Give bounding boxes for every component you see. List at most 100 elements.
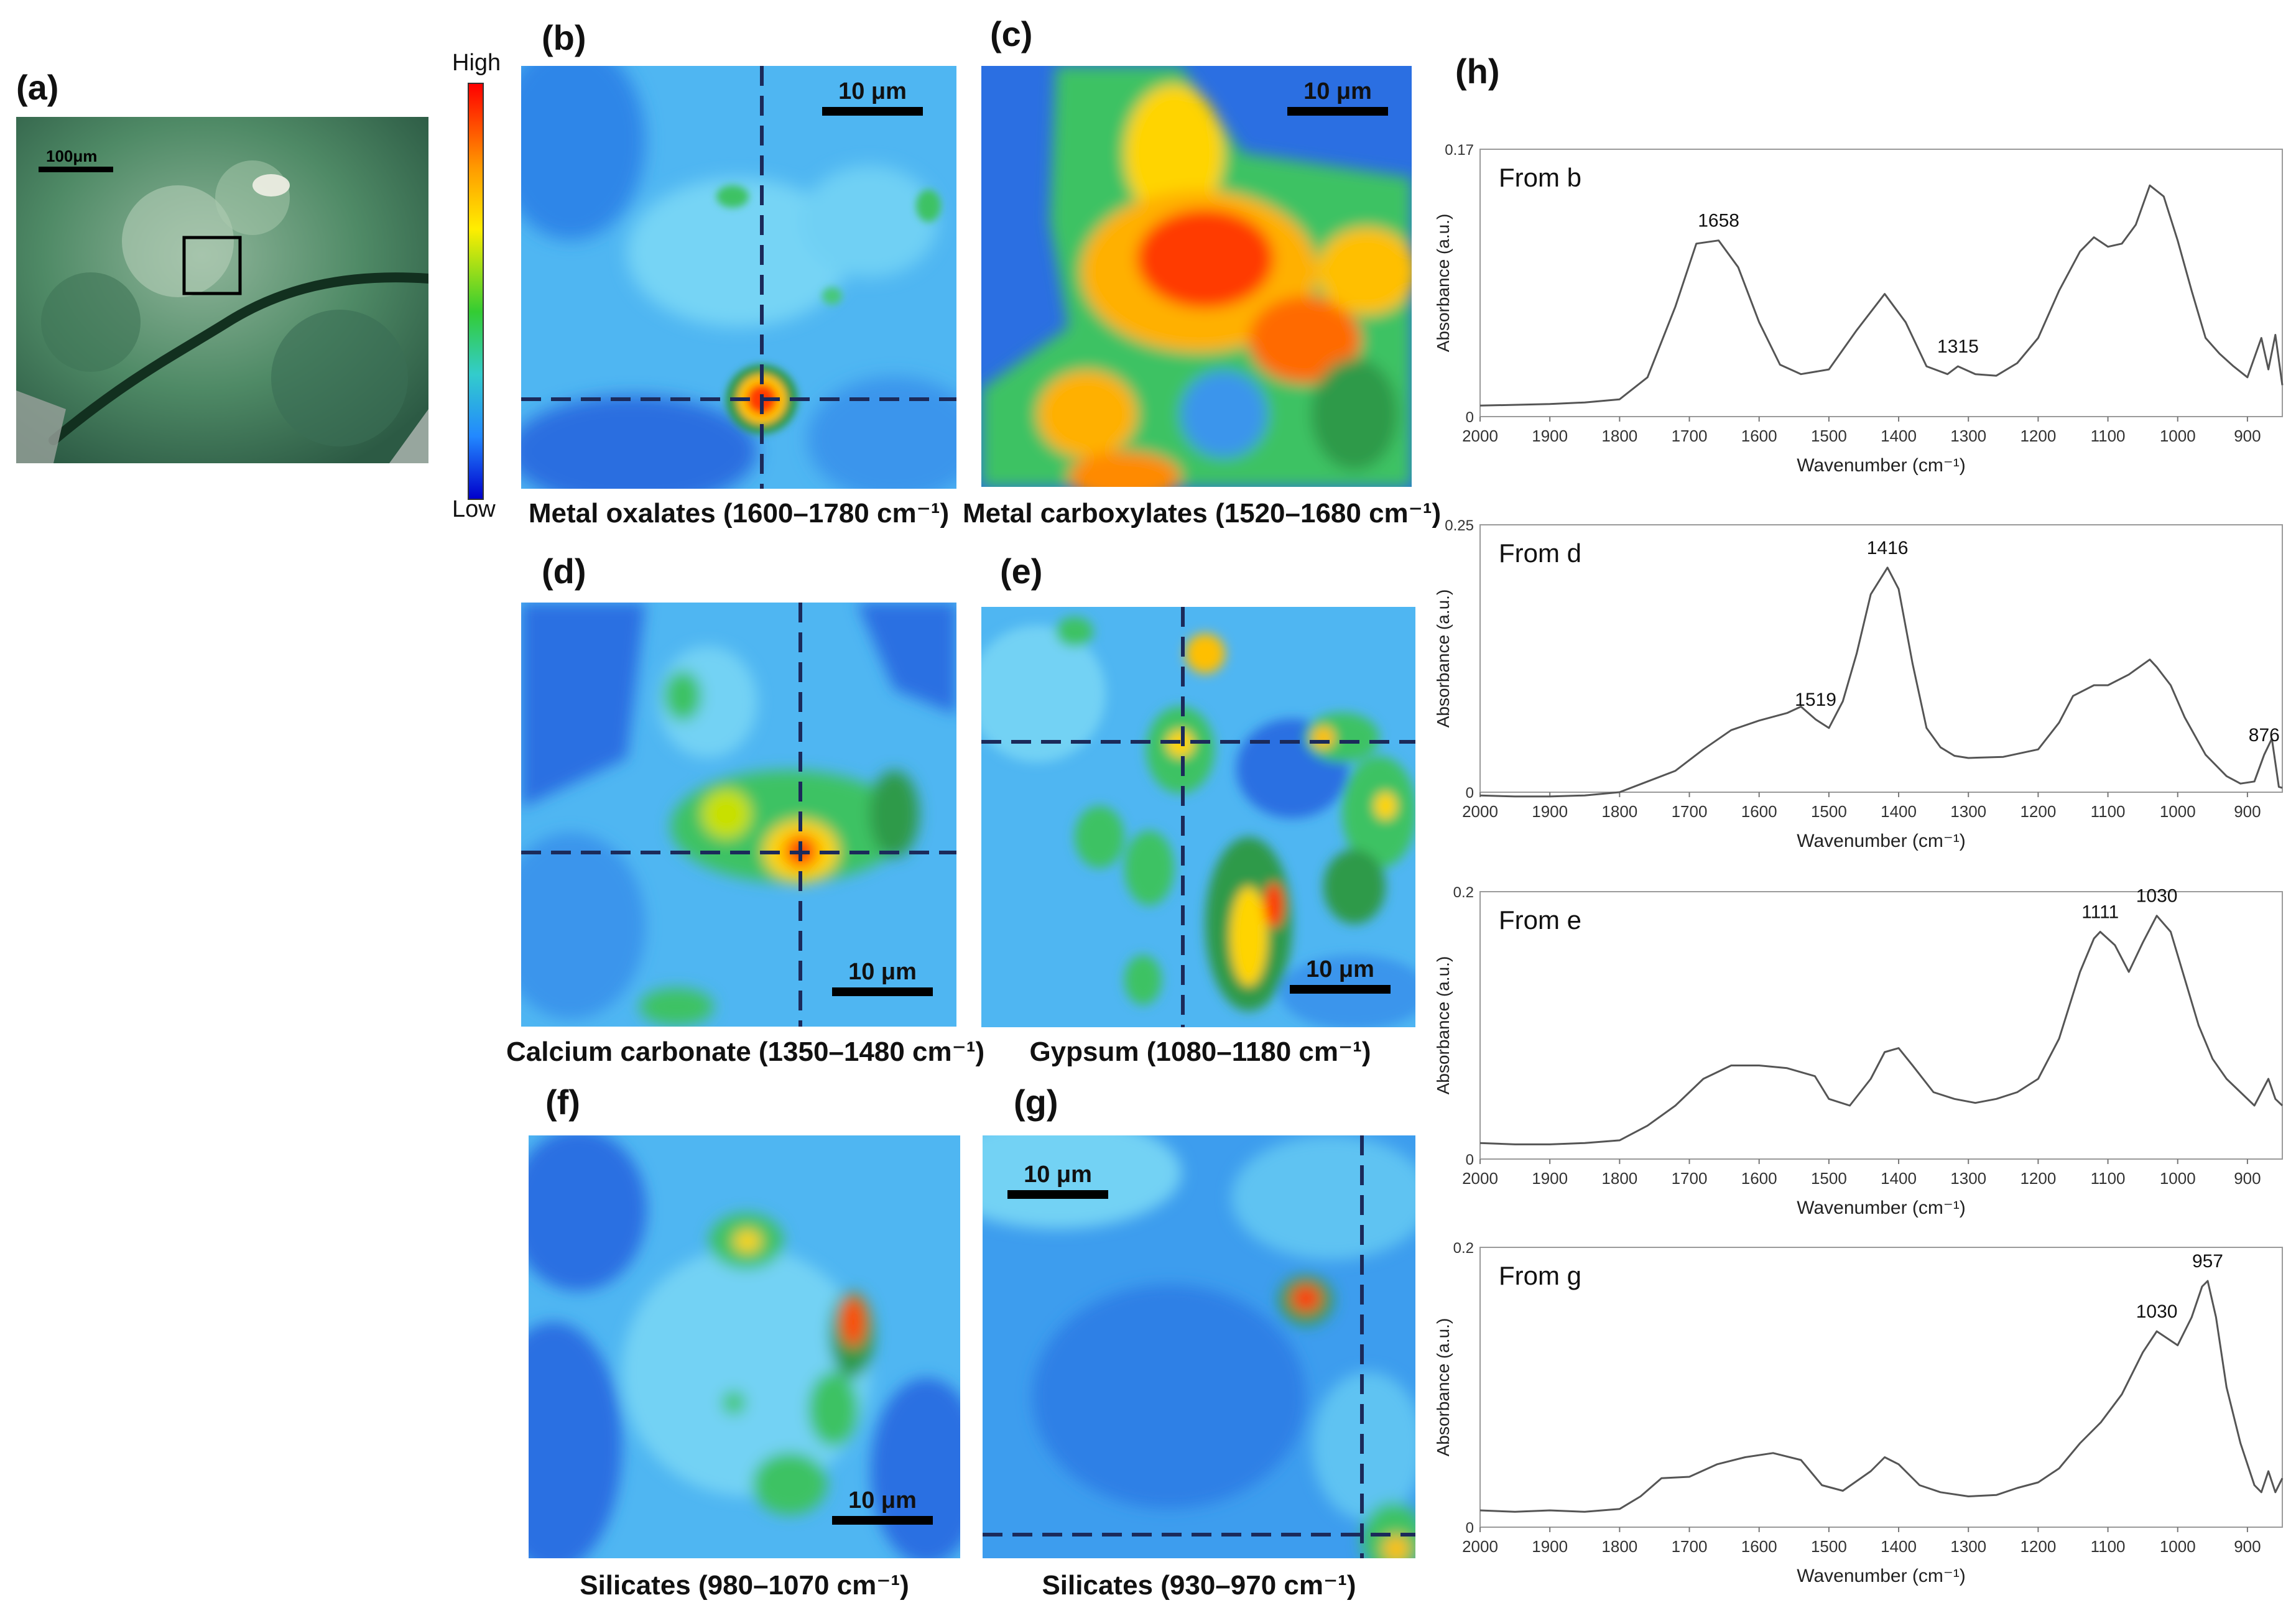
x-tick-label: 1400 <box>1881 1169 1917 1188</box>
x-tick-label: 2000 <box>1462 1169 1498 1188</box>
x-tick-label: 1900 <box>1532 802 1568 821</box>
panel-label-g: (g) <box>1014 1082 1058 1122</box>
spectrum-from-e: From e 2000 1900 1800 1700 1600 1500 1400 1300 12… <box>1430 879 2289 1227</box>
x-tick-label: 1700 <box>1672 427 1708 445</box>
x-axis-label: Wavenumber (cm⁻¹) <box>1797 831 1965 851</box>
y-tick-label: 0.25 <box>1445 517 1474 534</box>
y-tick-label: 0 <box>1466 785 1474 802</box>
panel-label-b: (b) <box>542 17 586 58</box>
x-axis-label: Wavenumber (cm⁻¹) <box>1797 1198 1965 1218</box>
y-axis-label: Absorbance (a.u.) <box>1433 214 1453 353</box>
x-tick-label: 1000 <box>2160 1169 2196 1188</box>
y-tick-label: 0 <box>1466 1520 1474 1536</box>
caption-e: Gypsum (1080–1180 cm⁻¹) <box>983 1036 1418 1068</box>
spectrum-title: From d <box>1499 538 1581 568</box>
x-tick-label: 1400 <box>1881 802 1917 821</box>
caption-d: Calcium carbonate (1350–1480 cm⁻¹) <box>506 1036 979 1068</box>
panel-label-a: (a) <box>16 67 58 108</box>
map-b-scalebar: 10 μm <box>822 80 923 116</box>
map-g-scale-label: 10 μm <box>1007 1163 1108 1186</box>
panel-label-h: (h) <box>1455 51 1500 91</box>
map-silicates-930 <box>983 1135 1415 1558</box>
map-e-scalebar: 10 μm <box>1290 958 1391 994</box>
x-tick-label: 1200 <box>2020 1169 2056 1188</box>
x-tick-label: 1700 <box>1672 1169 1708 1188</box>
x-tick-label: 1300 <box>1950 1537 1986 1556</box>
x-tick-label: 1600 <box>1741 427 1777 445</box>
x-tick-label: 1900 <box>1532 1537 1568 1556</box>
x-tick-label: 1800 <box>1601 1169 1637 1188</box>
x-tick-label: 1600 <box>1741 1537 1777 1556</box>
x-tick-label: 900 <box>2234 802 2261 821</box>
peak-label: 1030 <box>2136 886 2178 907</box>
x-tick-label: 900 <box>2234 1537 2261 1556</box>
x-tick-label: 1300 <box>1950 1169 1986 1188</box>
peak-label: 1658 <box>1698 211 1739 231</box>
map-metal-oxalates <box>521 66 956 489</box>
colorbar-high-label: High <box>452 50 501 76</box>
optical-micrograph: 100μm <box>16 117 428 463</box>
x-axis-label: Wavenumber (cm⁻¹) <box>1797 455 1965 476</box>
spectrum-from-g: From g 2000 1900 1800 1700 1600 1500 1400 1300 12… <box>1430 1235 2289 1596</box>
x-tick-label: 1100 <box>2091 1537 2126 1556</box>
peak-label: 1416 <box>1867 538 1909 558</box>
y-axis-label: Absorbance (a.u.) <box>1433 1318 1453 1457</box>
x-tick-label: 1500 <box>1811 427 1847 445</box>
map-c-scalebar: 10 μm <box>1287 80 1388 116</box>
x-tick-label: 1300 <box>1950 802 1986 821</box>
x-tick-label: 900 <box>2234 427 2261 445</box>
x-tick-label: 2000 <box>1462 802 1498 821</box>
panel-label-d: (d) <box>542 551 586 591</box>
panel-label-f: (f) <box>545 1082 580 1122</box>
x-tick-label: 1600 <box>1741 802 1777 821</box>
colorbar-low-label: Low <box>452 496 496 523</box>
peak-label: 876 <box>2249 725 2280 746</box>
peak-label: 1315 <box>1937 336 1979 357</box>
x-tick-label: 1700 <box>1672 1537 1708 1556</box>
map-f-scalebar: 10 μm <box>832 1489 933 1525</box>
x-tick-label: 1000 <box>2160 1537 2196 1556</box>
map-f-scale-label: 10 μm <box>832 1489 933 1512</box>
map-g-scalebar: 10 μm <box>1007 1163 1108 1199</box>
x-tick-label: 1400 <box>1881 1537 1917 1556</box>
map-b-scale-label: 10 μm <box>822 80 923 103</box>
x-tick-label: 1200 <box>2020 427 2056 445</box>
spectrum-title: From g <box>1499 1261 1581 1290</box>
spectrum-from-b: From b2000 1900 1800 1700 1600 1500 1400 1300 12… <box>1430 137 2289 485</box>
plot-frame <box>1480 525 2282 792</box>
y-tick-label: 0.2 <box>1453 884 1474 901</box>
plot-frame <box>1480 149 2282 417</box>
x-tick-label: 1200 <box>2020 802 2056 821</box>
x-tick-label: 1600 <box>1741 1169 1777 1188</box>
peak-label: 957 <box>2192 1251 2223 1272</box>
x-tick-label: 1200 <box>2020 1537 2056 1556</box>
peak-label: 1519 <box>1795 690 1836 710</box>
x-axis-label: Wavenumber (cm⁻¹) <box>1797 1566 1965 1586</box>
y-tick-label: 0 <box>1466 1152 1474 1168</box>
caption-f: Silicates (980–1070 cm⁻¹) <box>529 1569 960 1601</box>
x-tick-label: 1800 <box>1601 802 1637 821</box>
map-d-scalebar: 10 μm <box>832 960 933 996</box>
panel-label-e: (e) <box>1000 551 1042 591</box>
y-axis-label: Absorbance (a.u.) <box>1433 956 1453 1095</box>
map-c-scale-label: 10 μm <box>1287 80 1388 103</box>
y-tick-label: 0.17 <box>1445 142 1474 159</box>
plot-frame <box>1480 892 2282 1159</box>
x-tick-label: 1000 <box>2160 427 2196 445</box>
x-tick-label: 2000 <box>1462 1537 1498 1556</box>
x-tick-label: 1900 <box>1532 427 1568 445</box>
colorbar <box>468 83 484 500</box>
x-tick-label: 1800 <box>1601 1537 1637 1556</box>
x-tick-label: 1100 <box>2091 1169 2126 1188</box>
photo-scale-label: 100μm <box>46 147 97 166</box>
x-tick-label: 1500 <box>1811 1537 1847 1556</box>
x-tick-label: 900 <box>2234 1169 2261 1188</box>
panel-label-c: (c) <box>990 14 1032 54</box>
peak-label: 1111 <box>2081 902 2119 923</box>
x-tick-label: 1800 <box>1601 427 1637 445</box>
spectrum-line <box>1480 185 2282 405</box>
caption-c: Metal carboxylates (1520–1680 cm⁻¹) <box>963 497 1430 529</box>
x-tick-label: 1100 <box>2091 802 2126 821</box>
x-tick-label: 1000 <box>2160 802 2196 821</box>
x-tick-label: 1900 <box>1532 1169 1568 1188</box>
